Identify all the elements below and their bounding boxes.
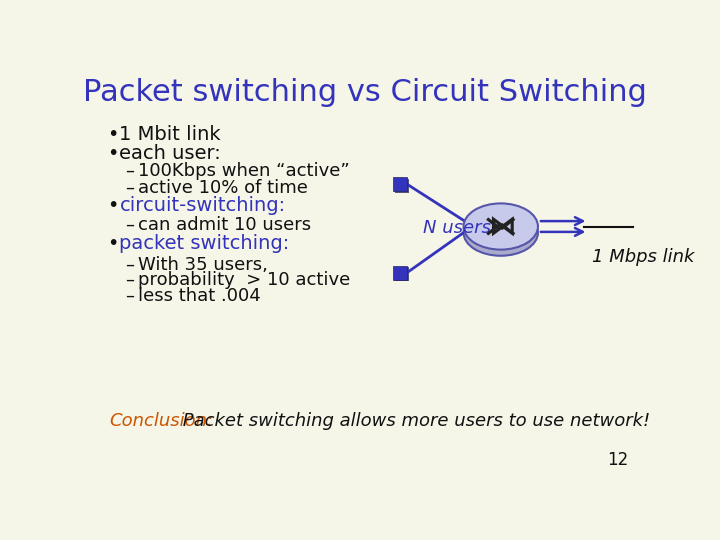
Text: less that .004: less that .004 xyxy=(138,287,261,305)
Bar xyxy=(395,179,408,193)
Ellipse shape xyxy=(464,204,538,249)
Text: •: • xyxy=(107,234,118,253)
Text: ⋈: ⋈ xyxy=(487,213,516,241)
Ellipse shape xyxy=(464,210,538,256)
Text: 1 Mbps link: 1 Mbps link xyxy=(593,248,695,266)
Text: 12: 12 xyxy=(608,451,629,469)
Text: With 35 users,: With 35 users, xyxy=(138,256,268,274)
Text: circuit-switching:: circuit-switching: xyxy=(120,195,286,215)
Bar xyxy=(393,177,407,191)
Text: each user:: each user: xyxy=(120,144,221,163)
Text: Packet switching vs Circuit Switching: Packet switching vs Circuit Switching xyxy=(84,78,647,107)
Text: –: – xyxy=(125,287,134,305)
Text: –: – xyxy=(125,215,134,234)
Text: packet switching:: packet switching: xyxy=(120,234,289,253)
Text: –: – xyxy=(125,179,134,197)
Text: N users: N users xyxy=(423,219,491,237)
Text: 100Kbps when “active”: 100Kbps when “active” xyxy=(138,162,350,180)
Text: –: – xyxy=(125,256,134,274)
Text: Packet switching allows more users to use network!: Packet switching allows more users to us… xyxy=(177,411,650,429)
Text: –: – xyxy=(125,162,134,180)
Text: active 10% of time: active 10% of time xyxy=(138,179,308,197)
Bar xyxy=(393,266,407,280)
Text: •: • xyxy=(107,125,118,144)
Text: •: • xyxy=(107,195,118,215)
Text: –: – xyxy=(125,271,134,289)
Bar xyxy=(395,267,408,281)
Text: Conclusion:: Conclusion: xyxy=(109,411,214,429)
Text: probability  > 10 active: probability > 10 active xyxy=(138,271,351,289)
Text: can admit 10 users: can admit 10 users xyxy=(138,215,311,234)
Text: 1 Mbit link: 1 Mbit link xyxy=(120,125,221,144)
Text: •: • xyxy=(107,144,118,163)
